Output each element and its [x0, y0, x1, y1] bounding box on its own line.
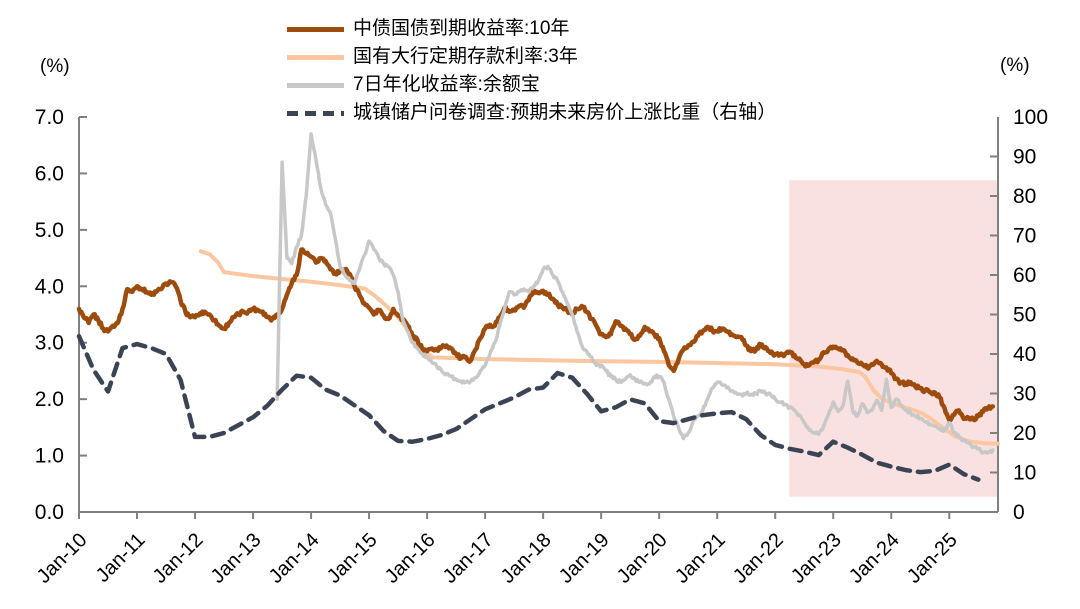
series-line-cgb-10y-yield — [76, 247, 996, 423]
x-axis-tick-label: Jan-21 — [671, 529, 730, 588]
legend-line-sample-solid-peach-icon — [287, 54, 344, 60]
left-axis-tick-label: 0.0 — [35, 501, 64, 524]
left-axis-tick-label: 1.0 — [35, 445, 64, 468]
legend-label-deposit-rate-3y: 国有大行定期存款利率:3年 — [353, 46, 578, 67]
left-axis-unit-label: (%) — [40, 56, 70, 77]
right-axis-tick-label: 20 — [1013, 422, 1036, 445]
legend-item-cgb-10y-yield: 中债国债到期收益率:10年 — [287, 15, 776, 43]
legend-item-deposit-rate-3y: 国有大行定期存款利率:3年 — [287, 43, 776, 71]
legend-item-yuebao-7d-yield: 7日年化收益率:余额宝 — [287, 71, 776, 99]
highlight-region — [789, 180, 998, 497]
left-axis-tick-label: 2.0 — [35, 388, 64, 411]
left-axis-tick-label: 7.0 — [35, 106, 64, 129]
right-axis-tick-label: 80 — [1013, 185, 1036, 208]
x-axis-tick-label: Jan-12 — [149, 529, 208, 588]
x-axis-tick-label: Jan-24 — [845, 529, 904, 588]
x-axis-tick-label: Jan-18 — [497, 529, 556, 588]
x-axis-tick-label: Jan-15 — [323, 529, 382, 588]
right-axis-tick-label: 100 — [1013, 106, 1048, 129]
x-axis-tick-label: Jan-19 — [555, 529, 614, 588]
series-line-housing-price-expectation — [76, 333, 981, 482]
x-axis-tick-label: Jan-10 — [33, 529, 92, 588]
right-axis-tick-label: 0 — [1013, 501, 1025, 524]
right-axis-tick-label: 30 — [1013, 383, 1036, 406]
left-axis-tick-label: 6.0 — [35, 162, 64, 185]
series-line-yuebao-7d-yield — [275, 132, 995, 455]
right-axis-tick-label: 70 — [1013, 225, 1036, 248]
right-axis-unit-label: (%) — [1000, 55, 1030, 76]
left-axis-tick-label: 3.0 — [35, 332, 64, 355]
x-axis-tick-label: Jan-13 — [207, 529, 266, 588]
x-axis-tick-label: Jan-22 — [729, 529, 788, 588]
x-axis-tick-label: Jan-23 — [787, 529, 846, 588]
x-axis-tick-label: Jan-16 — [381, 529, 440, 588]
x-axis-tick-label: Jan-25 — [903, 529, 962, 588]
legend-line-sample-solid-brown-icon — [287, 26, 344, 32]
right-axis-tick-label: 50 — [1013, 304, 1036, 327]
series-line-deposit-rate-3y — [198, 249, 1000, 446]
right-axis-tick-label: 60 — [1013, 264, 1036, 287]
legend-line-sample-solid-gray-icon — [287, 82, 344, 88]
x-axis-tick-label: Jan-20 — [613, 529, 672, 588]
left-axis-tick-label: 5.0 — [35, 219, 64, 242]
x-axis-tick-label: Jan-11 — [92, 529, 150, 587]
left-axis-tick-label: 4.0 — [35, 275, 64, 298]
x-axis-tick-label: Jan-14 — [265, 529, 324, 588]
legend-label-housing-price-expectation: 城镇储户问卷调查:预期未来房价上涨比重（右轴） — [353, 102, 777, 123]
legend-label-yuebao-7d-yield: 7日年化收益率:余额宝 — [353, 74, 540, 95]
right-axis-tick-label: 40 — [1013, 343, 1036, 366]
right-axis-tick-label: 90 — [1013, 146, 1036, 169]
legend-line-sample-dashed-navy-icon — [287, 110, 344, 116]
legend-item-housing-price-expectation: 城镇储户问卷调查:预期未来房价上涨比重（右轴） — [287, 99, 776, 127]
chart-legend: 中债国债到期收益率:10年 国有大行定期存款利率:3年 7日年化收益率:余额宝 … — [287, 15, 776, 127]
right-axis-tick-label: 10 — [1013, 462, 1036, 485]
x-axis-tick-label: Jan-17 — [439, 529, 498, 588]
legend-label-cgb-10y-yield: 中债国债到期收益率:10年 — [353, 18, 570, 39]
